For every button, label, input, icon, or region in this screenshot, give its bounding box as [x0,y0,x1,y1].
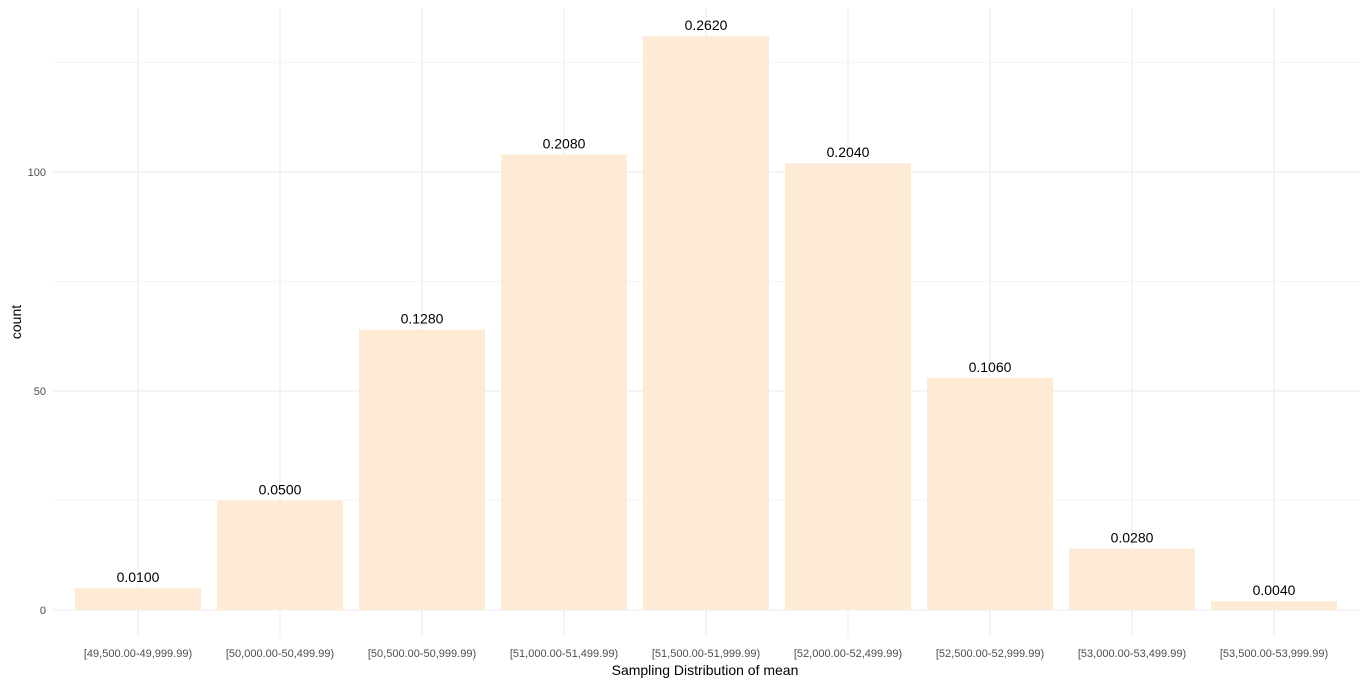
bar-data-label: 0.0040 [1253,582,1296,598]
x-axis-title: Sampling Distribution of mean [612,662,799,678]
data-labels-layer: 0.0100 0.0500 0.1280 0.2080 0.2620 0.2040 0.10… [117,17,1296,598]
x-tick-label: [50,000.00-50,499.99) [226,648,334,660]
bar-data-label: 0.1060 [969,359,1012,375]
bar [359,329,485,610]
bar-data-label: 0.1280 [401,311,444,327]
bar [217,500,343,610]
bar [1069,548,1195,610]
bar [643,36,769,611]
bar-data-label: 0.0280 [1111,530,1154,546]
bar [501,154,627,611]
bar-data-label: 0.2620 [685,17,728,33]
y-axis-title: count [8,305,24,339]
bars-layer [75,36,1337,611]
x-tick-label: [53,500.00-53,999.99) [1220,648,1328,660]
y-tick-label: 50 [34,386,46,398]
x-tick-label: [52,000.00-52,499.99) [794,648,902,660]
y-tick-label: 100 [28,167,46,179]
x-tick-label: [51,000.00-51,499.99) [510,648,618,660]
x-tick-label: [51,500.00-51,999.99) [652,648,760,660]
x-tick-label: [52,500.00-52,999.99) [936,648,1044,660]
y-tick-labels: 0 50 100 [28,167,46,617]
bar-data-label: 0.0500 [259,482,302,498]
x-tick-labels: [49,500.00-49,999.99) [50,000.00-50,499.9… [84,648,1328,660]
bar-data-label: 0.2040 [827,144,870,160]
bar [1211,601,1337,610]
bar-data-label: 0.0100 [117,569,160,585]
x-tick-label: [50,500.00-50,999.99) [368,648,476,660]
x-tick-label: [53,000.00-53,499.99) [1078,648,1186,660]
bar [927,377,1053,610]
bar [75,588,201,610]
y-tick-label: 0 [40,605,46,617]
bar-data-label: 0.2080 [543,135,586,151]
bar [785,163,911,611]
x-tick-label: [49,500.00-49,999.99) [84,648,192,660]
